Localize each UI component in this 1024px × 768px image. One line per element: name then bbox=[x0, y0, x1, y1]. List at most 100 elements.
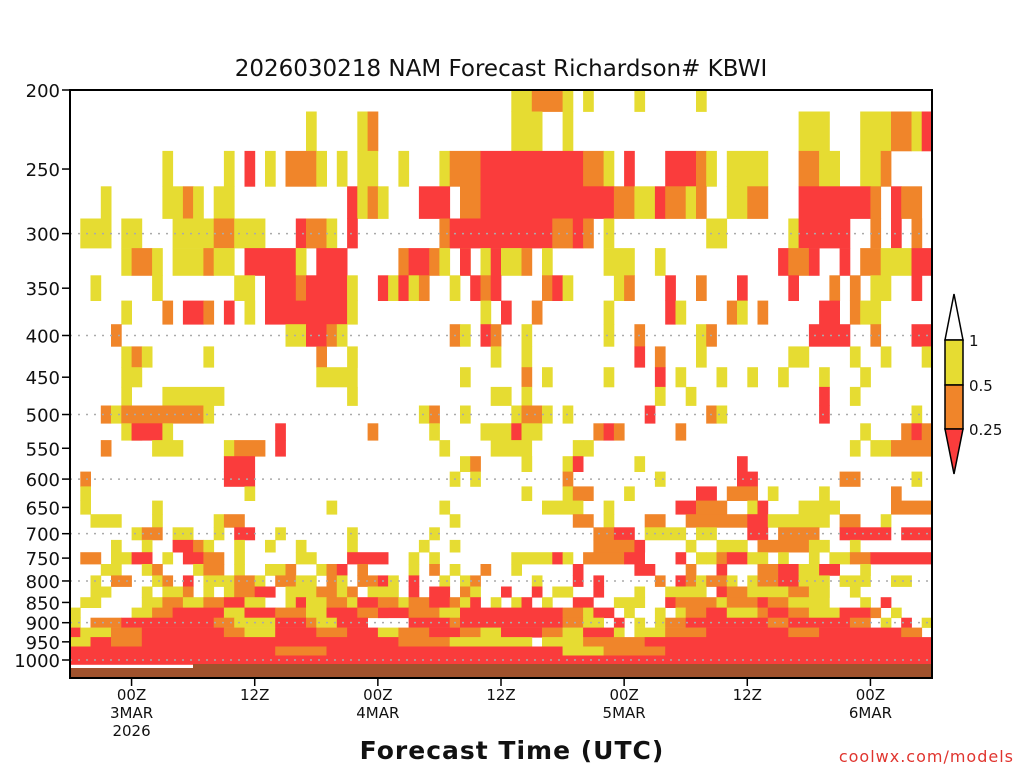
heatmap-cell bbox=[295, 248, 307, 276]
heatmap-cell bbox=[336, 150, 348, 187]
x-tick-label: 3MAR bbox=[110, 704, 153, 722]
heatmap-cell bbox=[696, 150, 707, 187]
heatmap-cell bbox=[572, 514, 594, 528]
heatmap-cell bbox=[70, 607, 81, 619]
heatmap-cell bbox=[100, 405, 112, 424]
x-tick-label: 00Z bbox=[117, 686, 146, 704]
heatmap-cell bbox=[316, 564, 327, 576]
y-tick-label: 200 bbox=[26, 81, 60, 102]
heatmap-cell bbox=[849, 539, 861, 553]
heatmap-cell bbox=[654, 346, 666, 368]
x-tick-label: 12Z bbox=[733, 686, 762, 704]
heatmap-cell bbox=[788, 586, 810, 598]
heatmap-cell bbox=[172, 607, 225, 619]
heatmap-cell bbox=[152, 248, 163, 276]
heatmap-cell bbox=[819, 627, 902, 638]
heatmap-cell bbox=[203, 586, 215, 598]
heatmap-cell bbox=[696, 324, 707, 347]
heatmap-cell bbox=[285, 564, 297, 576]
heatmap-cell bbox=[234, 440, 266, 457]
heatmap-cell bbox=[696, 346, 707, 368]
y-tick-label: 400 bbox=[26, 326, 60, 347]
heatmap-cell bbox=[111, 575, 132, 587]
heatmap-cell bbox=[583, 607, 594, 619]
heatmap-cell bbox=[521, 405, 543, 424]
heatmap-cell bbox=[80, 597, 102, 608]
heatmap-cell bbox=[316, 150, 327, 187]
heatmap-cell bbox=[357, 564, 368, 576]
heatmap-cell bbox=[152, 564, 163, 576]
heatmap-cell bbox=[306, 218, 327, 249]
heatmap-cell bbox=[603, 300, 615, 325]
heatmap-cell bbox=[870, 440, 882, 457]
heatmap-cell bbox=[870, 218, 882, 249]
heatmap-cell bbox=[193, 186, 204, 219]
heatmap-cell bbox=[788, 597, 830, 608]
heatmap-cell bbox=[870, 552, 933, 565]
heatmap-cell bbox=[223, 300, 235, 325]
heatmap-cell bbox=[860, 367, 871, 388]
heatmap-cell bbox=[347, 597, 358, 608]
heatmap-cell bbox=[285, 597, 297, 608]
heatmap-cell bbox=[429, 405, 440, 424]
heatmap-cell bbox=[306, 597, 327, 608]
heatmap-cell bbox=[213, 186, 235, 219]
color-legend: 1 0.5 0.25 bbox=[944, 293, 1002, 475]
heatmap-cell bbox=[141, 527, 163, 541]
heatmap-cell bbox=[347, 552, 389, 565]
heatmap-cell bbox=[470, 597, 481, 608]
heatmap-cell bbox=[275, 423, 286, 441]
heatmap-cell bbox=[819, 405, 830, 424]
heatmap-cell bbox=[613, 423, 625, 441]
heatmap-cell bbox=[347, 627, 379, 638]
heatmap-cell bbox=[377, 607, 410, 619]
heatmap-cell bbox=[234, 586, 256, 598]
heatmap-cell bbox=[152, 514, 163, 528]
heatmap-cell bbox=[860, 248, 882, 276]
heatmap-cell bbox=[418, 539, 430, 553]
heatmap-cell bbox=[480, 275, 492, 301]
heatmap-cell bbox=[654, 617, 666, 628]
heatmap-cell bbox=[152, 575, 163, 587]
heatmap-cell bbox=[696, 552, 707, 565]
heatmap-cell bbox=[665, 627, 707, 638]
heatmap-cell bbox=[244, 300, 256, 325]
heatmap-cell bbox=[316, 627, 348, 638]
heatmap-cell bbox=[131, 248, 153, 276]
heatmap-cell bbox=[778, 552, 789, 565]
heatmap-cell bbox=[788, 275, 799, 301]
heatmap-cell bbox=[747, 575, 758, 587]
heatmap-cell bbox=[685, 186, 697, 219]
heatmap-cell bbox=[275, 646, 327, 656]
heatmap-cell bbox=[901, 527, 933, 541]
heatmap-cell bbox=[234, 575, 256, 587]
heatmap-cell bbox=[911, 111, 923, 152]
heatmap-cell bbox=[460, 324, 471, 347]
heatmap-cell bbox=[193, 539, 204, 553]
heatmap-cell bbox=[542, 500, 584, 515]
heatmap-cell bbox=[418, 186, 451, 219]
heatmap-cell bbox=[696, 500, 728, 515]
heatmap-cell bbox=[213, 248, 235, 276]
heatmap-cell bbox=[141, 586, 153, 598]
heatmap-cell bbox=[747, 586, 789, 598]
heatmap-cell bbox=[511, 423, 522, 441]
heatmap-cell bbox=[141, 637, 399, 647]
heatmap-cell bbox=[849, 300, 861, 325]
heatmap-cell bbox=[696, 575, 707, 587]
heatmap-cell bbox=[234, 539, 245, 553]
heatmap-cell bbox=[654, 186, 666, 219]
heatmap-cell bbox=[911, 275, 923, 301]
heatmap-cell bbox=[275, 575, 297, 587]
heatmap-cell bbox=[675, 423, 687, 441]
heatmap-cell bbox=[583, 90, 594, 112]
heatmap-cell bbox=[891, 575, 912, 587]
heatmap-cell bbox=[326, 575, 338, 587]
heatmap-cell bbox=[70, 617, 81, 628]
heatmap-cell bbox=[542, 275, 553, 301]
heatmap-cell bbox=[152, 275, 163, 301]
heatmap-cell bbox=[490, 597, 502, 608]
heatmap-cell bbox=[316, 248, 348, 276]
heatmap-cell bbox=[860, 564, 871, 576]
heatmap-cell bbox=[223, 607, 245, 619]
